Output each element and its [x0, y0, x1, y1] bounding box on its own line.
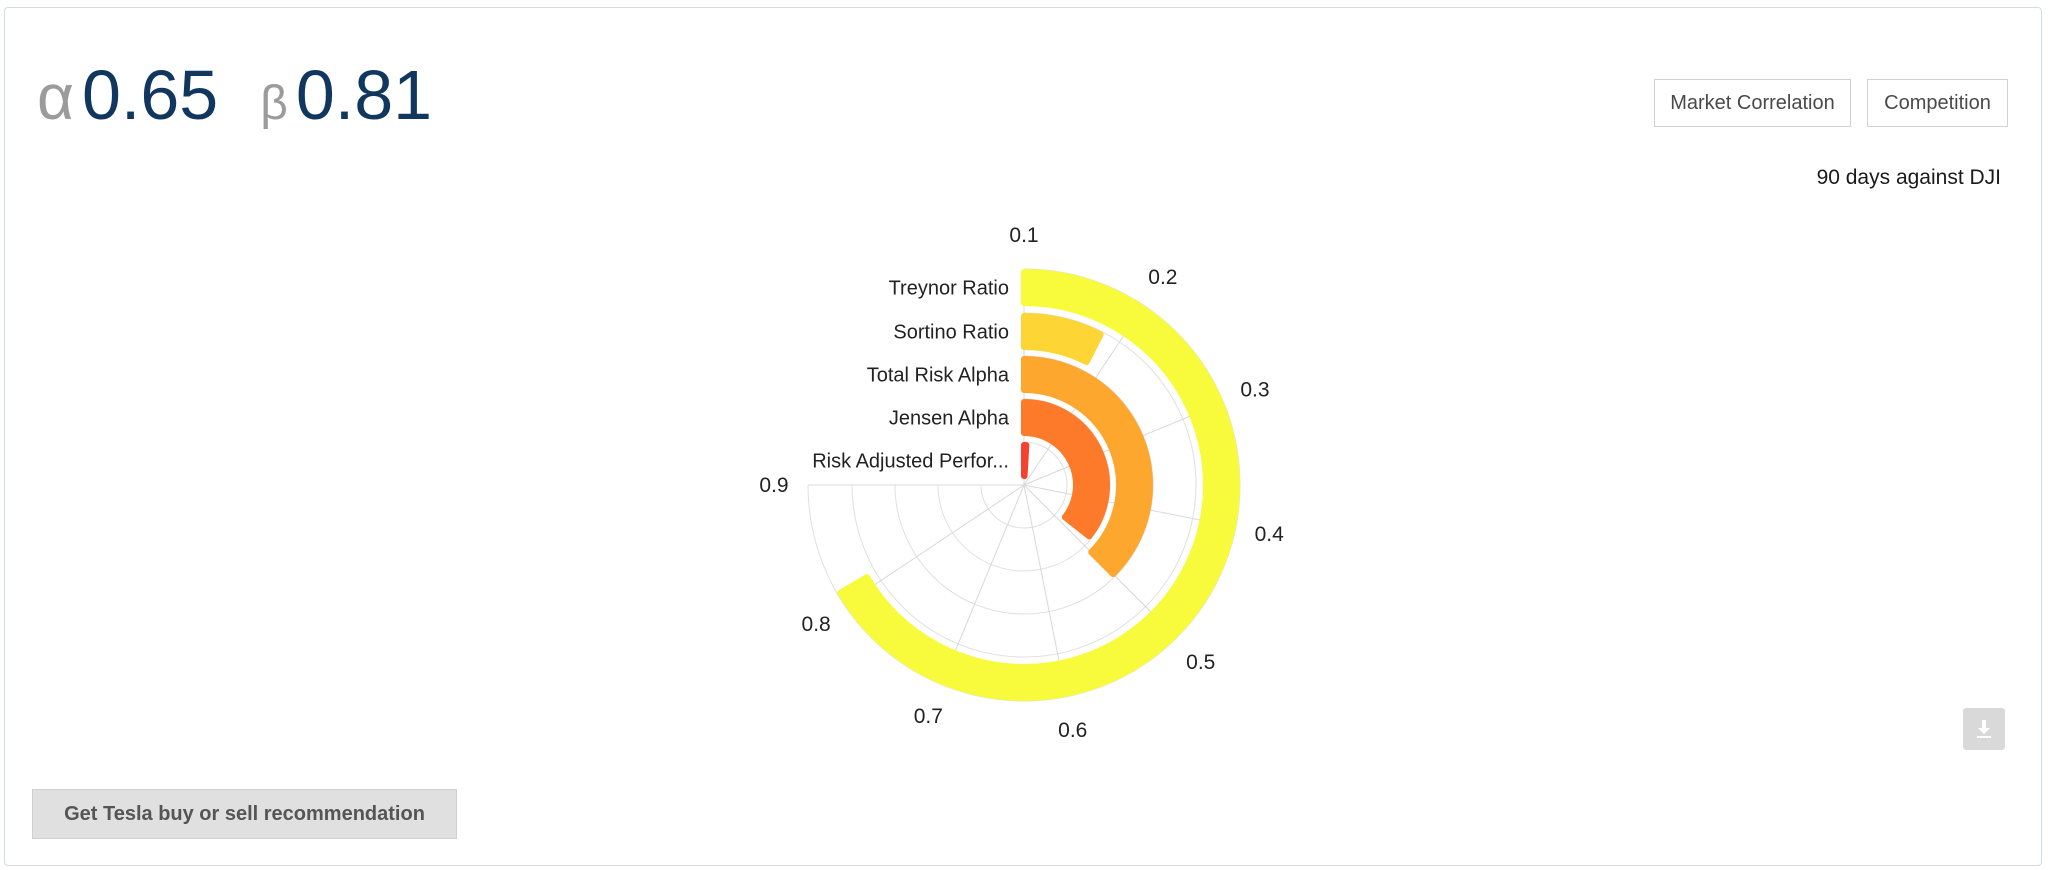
bar-1	[837, 269, 1240, 701]
download-icon	[1977, 720, 1991, 738]
angular-tick-label: 0.3	[1240, 378, 1269, 401]
angular-tick-label: 0.9	[759, 474, 788, 497]
angular-tick-label: 0.7	[914, 705, 943, 728]
bar-2	[1021, 313, 1104, 366]
beta-stat: β 0.81	[260, 60, 432, 130]
category-label: Jensen Alpha	[889, 408, 1010, 430]
market-correlation-button[interactable]: Market Correlation	[1654, 79, 1851, 127]
category-label: Total Risk Alpha	[867, 365, 1010, 387]
category-label: Risk Adjusted Perfor...	[812, 451, 1009, 473]
bar-3	[1021, 356, 1153, 578]
chart-subtitle: 90 days against DJI	[1816, 166, 2001, 189]
bar-4	[1021, 399, 1110, 540]
beta-value: 0.81	[295, 56, 433, 134]
angular-tick-label: 0.5	[1186, 651, 1215, 674]
angular-tick-label: 0.8	[802, 613, 831, 636]
angular-tick-label: 0.4	[1255, 523, 1285, 546]
alpha-beta-stats: α 0.65 β 0.81	[37, 60, 474, 130]
alpha-stat: α 0.65	[37, 60, 218, 130]
competition-button[interactable]: Competition	[1867, 79, 2008, 127]
angular-tick-label: 0.1	[1009, 224, 1038, 247]
angular-tick-label: 0.2	[1148, 266, 1177, 289]
angular-tick-label: 0.6	[1058, 719, 1087, 742]
download-button[interactable]	[1963, 708, 2005, 750]
category-label: Treynor Ratio	[889, 278, 1009, 300]
alpha-symbol: α	[37, 61, 74, 133]
beta-symbol: β	[260, 77, 288, 130]
alpha-value: 0.65	[82, 56, 219, 134]
recommendation-button[interactable]: Get Tesla buy or sell recommendation	[32, 789, 457, 839]
bar-5	[1021, 441, 1030, 480]
category-label: Sortino Ratio	[893, 322, 1009, 344]
chart-card: α 0.65 β 0.81 Market Correlation Competi…	[4, 7, 2042, 866]
